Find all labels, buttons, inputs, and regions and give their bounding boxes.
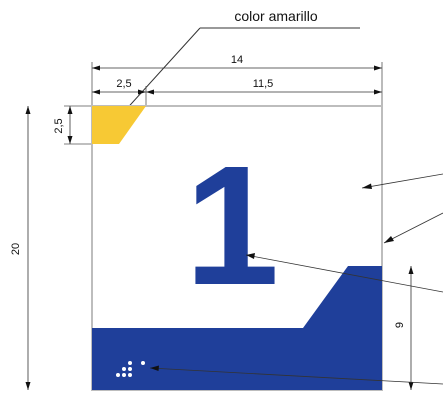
- blue-band: [92, 266, 382, 390]
- leader-line-number: [245, 254, 443, 293]
- total-height-label: 20: [10, 243, 22, 255]
- leader-line-white-field: [361, 173, 443, 189]
- sign-number: 1: [185, 131, 280, 321]
- right-width-label: 11,5: [253, 78, 274, 90]
- band-height-label: 9: [394, 322, 406, 328]
- corner-height-arrow-bottom: [67, 136, 73, 144]
- total-height-arrow-bottom: [25, 382, 31, 390]
- leader-line-border: [383, 212, 443, 244]
- yellow-corner: [92, 106, 146, 144]
- leader-arrow-border: [384, 236, 394, 243]
- corner-height-label: 2,5: [53, 118, 65, 133]
- callout-label: color amarillo: [234, 8, 317, 24]
- band-height-arrow-top: [408, 266, 414, 274]
- corner-height-arrow-top: [67, 106, 73, 114]
- segment-arrow-right: [374, 89, 382, 95]
- left-width-label: 2,5: [116, 78, 131, 90]
- total-width-label: 14: [231, 54, 243, 66]
- band-height-arrow-bottom: [408, 382, 414, 390]
- total-width-arrow-right: [374, 65, 382, 71]
- sign-plate: 1: [91, 105, 383, 391]
- leader-arrow-number: [246, 253, 255, 259]
- leader-line-braille: [149, 367, 443, 385]
- braille-dots: [116, 361, 145, 377]
- segment-arrow-mid-left: [138, 89, 146, 95]
- leader-arrow-braille: [150, 365, 159, 371]
- segment-arrow-left: [92, 89, 100, 95]
- leader-arrow-white-field: [362, 183, 372, 189]
- total-height-arrow-top: [25, 106, 31, 114]
- total-width-arrow-left: [92, 65, 100, 71]
- segment-arrow-mid-right: [146, 89, 154, 95]
